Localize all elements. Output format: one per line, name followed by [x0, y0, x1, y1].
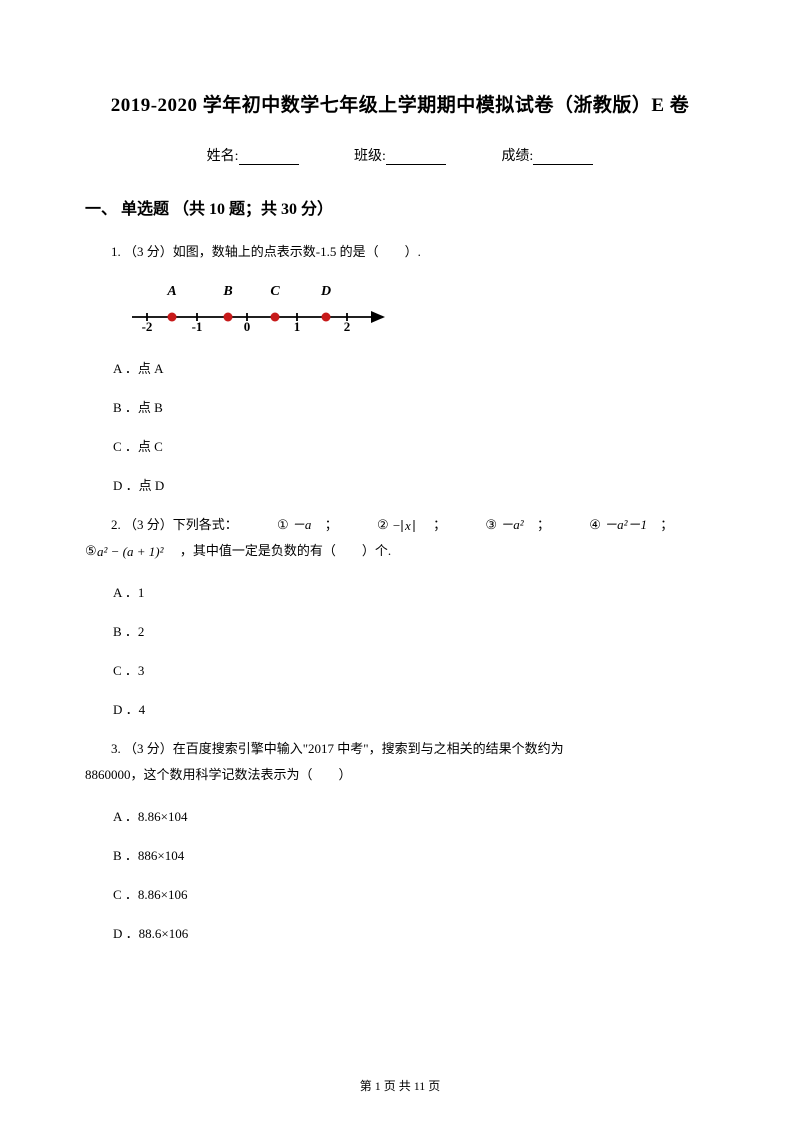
svg-text:x: x	[404, 518, 411, 533]
sep1: ；	[325, 517, 338, 532]
circled-1: ①	[251, 514, 289, 536]
circled-3: ③	[459, 514, 497, 536]
name-blank	[239, 164, 299, 165]
svg-text:D: D	[320, 284, 331, 299]
question-2-text-cont: ⑤a² − (a + 1)² ，其中值一定是负数的有（ ）个.	[85, 540, 715, 562]
circled-4: ④	[563, 514, 601, 536]
q2-expr4: －a²－1	[604, 517, 647, 532]
question-2-text: 2. （3 分）下列各式： ① －a ； ② −x ； ③ －a² ； ④ －a…	[85, 514, 715, 536]
circled-5: ⑤	[85, 540, 97, 562]
q2-post: ，其中值一定是负数的有（ ）个.	[180, 543, 391, 558]
svg-text:2: 2	[344, 319, 351, 334]
svg-text:B: B	[222, 284, 232, 299]
svg-text:1: 1	[294, 319, 301, 334]
svg-text:−: −	[392, 518, 401, 533]
q2-pre: 2. （3 分）下列各式：	[111, 517, 238, 532]
q2-expr5-svg: a² − (a + 1)²	[97, 543, 177, 561]
page-footer: 第 1 页 共 11 页	[0, 1077, 800, 1094]
q1-option-c: C ．点 C	[113, 436, 715, 455]
circled-2: ②	[351, 514, 389, 536]
sep4: ；	[660, 517, 673, 532]
svg-text:a² − (a + 1)²: a² − (a + 1)²	[97, 544, 165, 559]
svg-text:A: A	[166, 284, 176, 299]
question-3-options: A ．8.86×104 B ．886×104 C ．8.86×106 D ．88…	[113, 806, 715, 942]
q2-option-a: A ．1	[113, 582, 715, 601]
number-line-svg: -2 A -1 B 0 C 1 D 2	[127, 283, 389, 335]
number-line-figure: -2 A -1 B 0 C 1 D 2	[127, 283, 715, 340]
sep2: ；	[433, 517, 446, 532]
q2-expr1: －a	[292, 517, 312, 532]
question-1-text: 1. （3 分）如图，数轴上的点表示数-1.5 的是（ ）.	[85, 241, 715, 263]
svg-text:-1: -1	[192, 319, 203, 334]
q3-option-a: A ．8.86×104	[113, 806, 715, 825]
question-3-text-line1: 3. （3 分）在百度搜索引擎中输入"2017 中考"，搜索到与之相关的结果个数…	[85, 738, 715, 760]
section-title: 一、 单选题 （共 10 题；共 30 分）	[85, 195, 715, 219]
name-label: 姓名:	[207, 149, 239, 164]
q3-option-d: D ．88.6×106	[113, 923, 715, 942]
sep3: ；	[537, 517, 550, 532]
class-blank	[386, 164, 446, 165]
score-blank	[533, 164, 593, 165]
question-3-text-line2: 8860000，这个数用科学记数法表示为（ ）	[85, 764, 715, 786]
question-2-options: A ．1 B ．2 C ．3 D ．4	[113, 582, 715, 718]
q2-expr3: －a²	[500, 517, 523, 532]
class-label: 班级:	[354, 149, 386, 164]
svg-text:0: 0	[244, 319, 251, 334]
q2-option-b: B ．2	[113, 621, 715, 640]
q3-option-b: B ．886×104	[113, 845, 715, 864]
exam-title: 2019-2020 学年初中数学七年级上学期期中模拟试卷（浙教版）E 卷	[85, 90, 715, 117]
q2-expr2-svg: −x	[392, 518, 420, 534]
student-info-row: 姓名: 班级: 成绩:	[85, 145, 715, 165]
q1-option-b: B ．点 B	[113, 397, 715, 416]
svg-text:-2: -2	[142, 319, 153, 334]
q2-option-d: D ．4	[113, 699, 715, 718]
q1-option-d: D ．点 D	[113, 475, 715, 494]
svg-text:C: C	[270, 284, 280, 299]
q2-option-c: C ．3	[113, 660, 715, 679]
question-1-options: A ．点 A B ．点 B C ．点 C D ．点 D	[113, 358, 715, 494]
q3-option-c: C ．8.86×106	[113, 884, 715, 903]
q1-option-a: A ．点 A	[113, 358, 715, 377]
score-label: 成绩:	[501, 149, 533, 164]
